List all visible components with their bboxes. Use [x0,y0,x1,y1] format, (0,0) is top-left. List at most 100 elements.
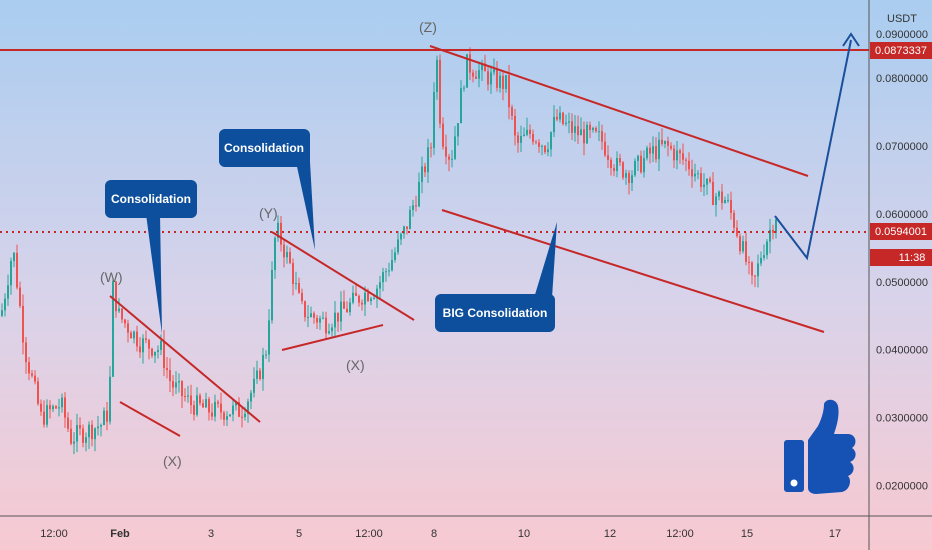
candle-body [397,239,399,253]
candle-body [274,237,276,271]
candle-body [262,354,264,380]
candle-body [457,123,459,137]
candle-body [505,75,507,89]
candle-body [562,112,564,124]
candle-body [289,252,291,264]
candle-body [58,407,60,409]
candle-body [403,226,405,234]
pattern-lines[interactable] [109,45,825,437]
candle-body [409,209,411,229]
candle-body [577,126,579,136]
candle-body [283,244,285,258]
candle-body [241,416,243,418]
candle-body [340,301,342,322]
y-tick-label: 0.0700000 [876,141,928,153]
candle-body [601,131,603,142]
candle-body [607,155,609,160]
callout-big-consolidation[interactable]: BIG Consolidation [435,222,557,332]
candle-body [361,302,363,305]
candle-body [232,405,234,415]
candle-body [94,428,96,440]
candle-body [685,159,687,161]
candle-body [406,226,408,229]
candle-body [472,72,474,77]
candle-body [625,173,627,178]
candle-body [322,317,324,319]
candle-body [766,241,768,256]
candle-body [61,397,63,408]
candle-body [682,153,684,160]
callout-consolidation-2[interactable]: Consolidation [219,129,315,250]
candle-body [421,166,423,182]
resistance-price-tag[interactable]: 0.0873337 [870,42,932,59]
candle-body [571,121,573,133]
y-tick-label: 0.0200000 [876,480,928,492]
candle-body [316,317,318,323]
candle-body [712,181,714,205]
candle-body [448,156,450,160]
candle-body [772,229,774,233]
candle-body [91,424,93,440]
candle-body [358,295,360,303]
candle-body [754,275,756,277]
candle-body [109,376,111,422]
candle-body [586,124,588,144]
candle-body [622,162,624,178]
candle-body [547,149,549,153]
candle-body [319,318,321,323]
candle-body [676,150,678,161]
candle-body [694,173,696,177]
callout-consolidation-1[interactable]: Consolidation [105,180,197,334]
candle-body [439,59,441,124]
candle-body [637,155,639,161]
projection-path[interactable] [774,32,860,261]
y-triangle-upper [271,231,415,321]
callout-3-text: BIG Consolidation [443,306,548,320]
current-price-tag[interactable]: 0.0594001 [870,223,932,240]
candle-body [502,75,504,89]
candle-body [127,323,129,333]
candle-body [619,158,621,163]
candle-body [235,402,237,406]
candle-body [250,392,252,402]
candle-body [346,308,348,313]
candle-body [487,71,489,85]
y-tick-label: 0.0300000 [876,413,928,425]
candle-body [742,241,744,252]
candle-body [760,257,762,264]
candle-body [160,340,162,350]
candle-body [673,148,675,161]
candle-body [598,131,600,133]
time-axis[interactable]: 12:00 Feb 3 5 12:00 8 10 12 12:00 15 17 [0,515,932,540]
candle-body [583,129,585,144]
candle-body [751,262,753,276]
candle-body [328,331,330,334]
candle-body [16,252,18,288]
w-wedge-upper [109,295,261,423]
candle-body [724,200,726,204]
candle-body [721,191,723,204]
candle-body [595,127,597,132]
candle-body [520,136,522,143]
candle-body [763,255,765,258]
candle-body [739,236,741,252]
candle-body [418,181,420,207]
candle-body [85,437,87,443]
candle-body [535,141,537,143]
candle-body [715,196,717,205]
candle-body [247,401,249,414]
candle-body [199,395,201,404]
candle-body [40,403,42,412]
candle-body [655,146,657,160]
candle-body [613,168,615,171]
candle-body [28,362,30,374]
candle-body [469,54,471,73]
price-axis[interactable]: USDT 0.0900000 0.0200000 0.0300000 0.04000… [868,0,928,550]
candle-body [556,116,558,120]
candle-body [148,339,150,349]
candle-body [304,301,306,318]
candle-body [34,375,36,382]
candle-body [718,191,720,197]
candle-body [352,292,354,303]
